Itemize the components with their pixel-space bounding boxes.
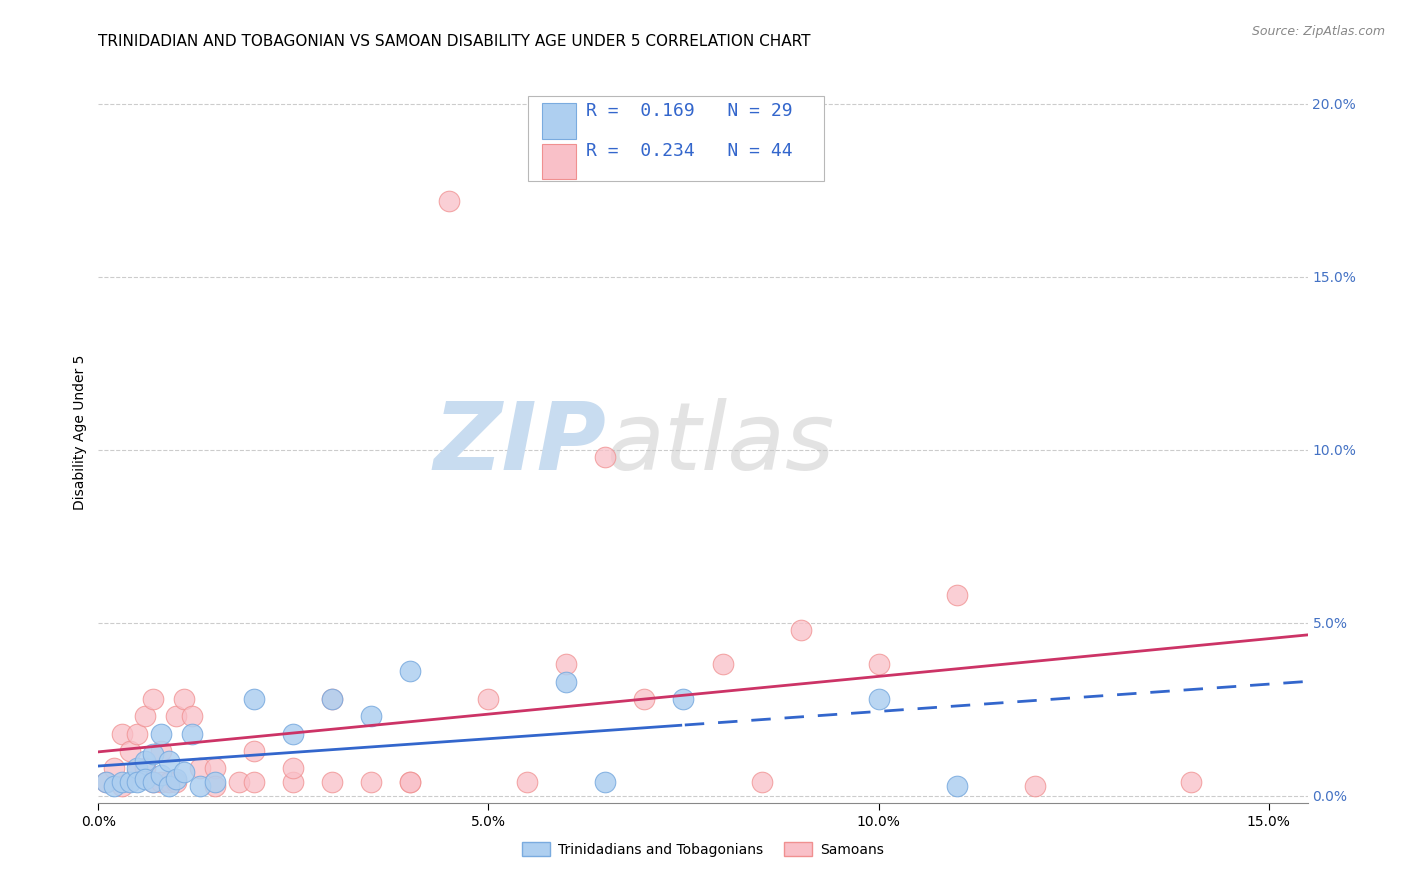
- Point: [111, 775, 134, 789]
- Point: [188, 779, 211, 793]
- Point: [945, 588, 967, 602]
- Point: [283, 761, 305, 775]
- Point: [134, 709, 156, 723]
- Point: [142, 692, 165, 706]
- Point: [127, 764, 149, 779]
- Y-axis label: Disability Age Under 5: Disability Age Under 5: [73, 355, 87, 510]
- FancyBboxPatch shape: [543, 144, 576, 179]
- Point: [111, 726, 134, 740]
- Point: [868, 692, 890, 706]
- Point: [555, 674, 578, 689]
- Point: [399, 665, 422, 679]
- Text: ZIP: ZIP: [433, 398, 606, 490]
- Point: [149, 775, 172, 789]
- Point: [96, 775, 118, 789]
- Point: [204, 775, 226, 789]
- Point: [1024, 779, 1046, 793]
- Point: [321, 692, 343, 706]
- Point: [149, 726, 172, 740]
- FancyBboxPatch shape: [543, 103, 576, 138]
- Point: [672, 692, 695, 706]
- Point: [134, 754, 156, 768]
- Text: TRINIDADIAN AND TOBAGONIAN VS SAMOAN DISABILITY AGE UNDER 5 CORRELATION CHART: TRINIDADIAN AND TOBAGONIAN VS SAMOAN DIS…: [98, 34, 811, 49]
- Point: [118, 744, 141, 758]
- Point: [283, 726, 305, 740]
- Point: [595, 450, 617, 464]
- Point: [165, 775, 187, 789]
- Point: [477, 692, 499, 706]
- Point: [243, 775, 266, 789]
- Point: [399, 775, 422, 789]
- Point: [204, 779, 226, 793]
- Point: [103, 761, 125, 775]
- Point: [157, 775, 180, 789]
- Point: [142, 775, 165, 789]
- FancyBboxPatch shape: [527, 95, 824, 181]
- Point: [243, 692, 266, 706]
- Point: [360, 775, 382, 789]
- Point: [1180, 775, 1202, 789]
- Point: [181, 709, 204, 723]
- Point: [127, 726, 149, 740]
- Point: [516, 775, 538, 789]
- Point: [127, 761, 149, 775]
- Point: [165, 709, 187, 723]
- Point: [127, 775, 149, 789]
- Point: [945, 779, 967, 793]
- Point: [134, 772, 156, 786]
- Text: R =  0.234   N = 44: R = 0.234 N = 44: [586, 142, 793, 160]
- Point: [204, 761, 226, 775]
- Point: [118, 775, 141, 789]
- Point: [103, 779, 125, 793]
- Point: [751, 775, 773, 789]
- Point: [111, 779, 134, 793]
- Point: [181, 726, 204, 740]
- Text: R =  0.169   N = 29: R = 0.169 N = 29: [586, 102, 793, 120]
- Point: [321, 692, 343, 706]
- Point: [173, 764, 195, 779]
- Point: [360, 709, 382, 723]
- Point: [399, 775, 422, 789]
- Point: [555, 657, 578, 672]
- Text: atlas: atlas: [606, 398, 835, 489]
- Point: [134, 761, 156, 775]
- Point: [228, 775, 250, 789]
- Point: [283, 775, 305, 789]
- Point: [165, 772, 187, 786]
- Point: [142, 747, 165, 762]
- Point: [96, 775, 118, 789]
- Legend: Trinidadians and Tobagonians, Samoans: Trinidadians and Tobagonians, Samoans: [516, 837, 890, 863]
- Point: [188, 761, 211, 775]
- Point: [321, 775, 343, 789]
- Point: [243, 744, 266, 758]
- Point: [439, 194, 461, 208]
- Point: [157, 754, 180, 768]
- Point: [711, 657, 734, 672]
- Point: [868, 657, 890, 672]
- Point: [173, 692, 195, 706]
- Point: [149, 768, 172, 782]
- Point: [633, 692, 655, 706]
- Text: Source: ZipAtlas.com: Source: ZipAtlas.com: [1251, 25, 1385, 38]
- Point: [142, 775, 165, 789]
- Point: [595, 775, 617, 789]
- Point: [789, 623, 811, 637]
- Point: [157, 779, 180, 793]
- Point: [149, 744, 172, 758]
